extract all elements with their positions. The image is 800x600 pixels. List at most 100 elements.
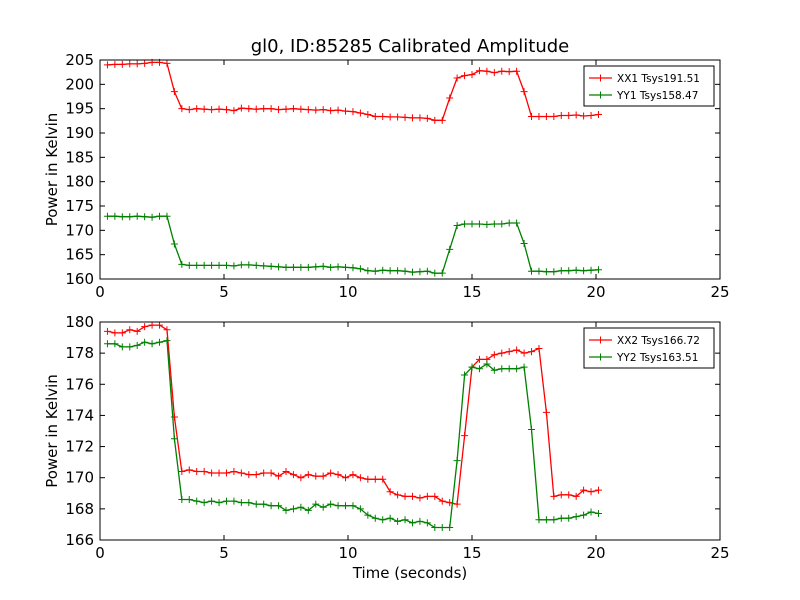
data-point [453,500,461,508]
data-point [289,471,297,479]
data-point [394,517,402,525]
data-point [208,261,216,269]
data-point [461,371,469,379]
data-point [557,514,565,522]
data-point [170,413,178,421]
data-point [156,321,164,329]
y-tick-label: 180 [65,313,94,331]
data-point [103,340,111,348]
data-point [580,511,588,519]
data-point [245,471,253,479]
data-point [490,366,498,374]
data-point [275,106,283,114]
data-point [260,469,268,477]
data-point [178,467,186,475]
data-point [141,213,149,221]
data-point [535,112,543,120]
legend-label: YY1 Tsys158.47 [616,90,698,102]
data-point [267,105,275,113]
data-point [208,106,216,114]
data-point [163,326,171,334]
x-tick-label: 0 [95,283,105,301]
data-point [371,475,379,483]
data-point [572,513,580,521]
data-point [438,497,446,505]
data-point [103,327,111,335]
data-point [431,492,439,500]
data-point [304,263,312,271]
x-tick-label: 15 [462,283,481,301]
data-point [252,471,260,479]
data-point [587,266,595,274]
y-tick-label: 165 [65,246,94,264]
data-point [572,266,580,274]
legend-marker [597,91,604,99]
data-point [528,267,536,275]
data-point [475,365,483,373]
data-point [364,111,372,119]
data-point [215,499,223,507]
data-point [490,69,498,77]
data-point [304,471,312,479]
legend-marker [597,74,604,82]
data-point [386,267,394,275]
legend-box [583,65,715,107]
legend-box [583,327,715,369]
data-point [312,263,320,271]
data-point [379,266,387,274]
data-point [334,502,342,510]
data-point [565,267,573,275]
y-tick-label: 190 [65,124,94,142]
data-point [356,505,364,513]
data-point [334,263,342,271]
data-point [542,516,550,524]
data-point [193,497,201,505]
data-point [252,500,260,508]
subplot-bottom: 0 5 10 15 20 25 166 168 170 172 174 176 178 180 Power… [43,313,730,582]
data-point [513,67,521,75]
data-point [319,262,327,270]
data-point [185,261,193,269]
axes-frame [99,59,721,280]
data-point [342,474,350,482]
data-point [222,469,230,477]
data-point [222,106,230,114]
data-point [356,109,364,117]
data-point [475,355,483,363]
data-point [438,269,446,277]
data-point [594,266,602,274]
data-point [401,113,409,121]
data-point [349,264,357,272]
data-point [118,213,126,221]
data-point [386,488,394,496]
data-point [364,267,372,275]
y-tick-label: 176 [65,375,94,393]
data-point [156,338,164,346]
data-point [394,491,402,499]
data-point [103,212,111,220]
data-point [379,475,387,483]
subplot-top: 0 5 10 15 20 25 160 165 170 175 180 185 190 195 200 205… [43,51,730,301]
data-point [349,502,357,510]
x-tick-label: 5 [219,544,229,562]
data-point [185,496,193,504]
data-point [289,105,297,113]
data-point [386,514,394,522]
y-axis-label: Power in Kelvin [43,113,61,227]
data-point [416,494,424,502]
x-tick-label: 5 [219,283,229,301]
data-point [111,60,119,68]
data-point [431,524,439,532]
data-point [513,346,521,354]
data-point [483,360,491,368]
data-point [327,500,335,508]
data-point [513,219,521,227]
data-point [118,329,126,337]
data-point [408,519,416,527]
data-point [557,491,565,499]
data-point [505,365,513,373]
data-point [505,348,513,356]
data-point [267,262,275,270]
data-point [379,516,387,524]
